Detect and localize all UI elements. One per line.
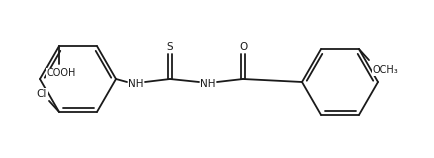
Text: NH: NH (200, 79, 216, 89)
Text: Cl: Cl (37, 89, 47, 99)
Text: OCH₃: OCH₃ (372, 65, 398, 75)
Text: COOH: COOH (46, 68, 76, 78)
Text: S: S (167, 42, 173, 52)
Text: O: O (239, 42, 247, 52)
Text: NH: NH (128, 79, 144, 89)
